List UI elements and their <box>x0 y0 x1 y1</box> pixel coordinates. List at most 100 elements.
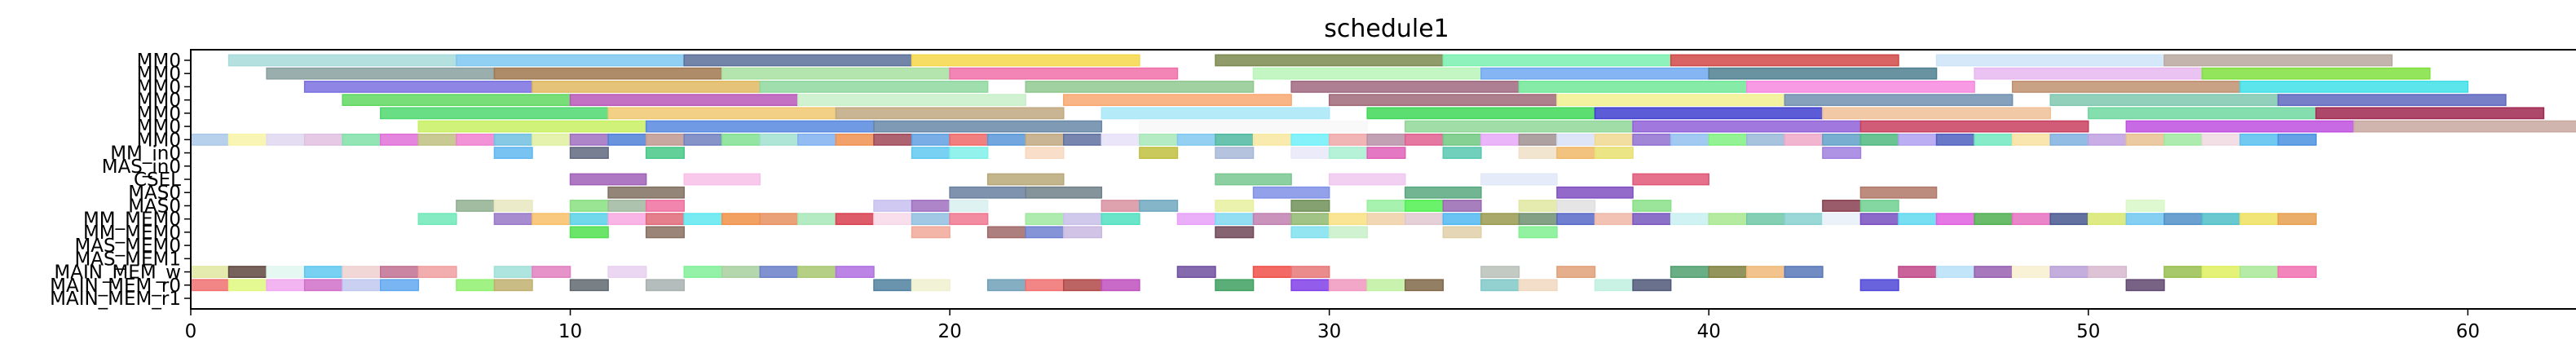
task-bar-row12-38 <box>1974 213 2014 226</box>
task-bar-row1-0 <box>266 67 496 80</box>
task-bar-row17-13 <box>1025 279 1065 292</box>
task-bar-row12-30 <box>1670 213 1709 226</box>
task-bar-row17-26 <box>2125 279 2165 292</box>
task-bar-row6-13 <box>683 133 723 146</box>
task-bar-row16-4 <box>342 266 382 278</box>
task-bar-row11-14 <box>1442 200 1482 212</box>
task-bar-row6-7 <box>456 133 496 146</box>
task-bar-row4-0 <box>380 107 609 120</box>
task-bar-row11-4 <box>645 200 685 212</box>
task-bar-row17-12 <box>986 279 1026 292</box>
task-bar-row13-6 <box>1215 226 1255 239</box>
task-bar-row16-26 <box>1974 266 2014 278</box>
task-bar-row1-1 <box>493 67 723 80</box>
task-bar-row4-7 <box>2088 107 2317 120</box>
task-bar-row11-1 <box>493 200 533 212</box>
task-bar-row11-10 <box>1215 200 1255 212</box>
task-bar-row12-31 <box>1708 213 1748 226</box>
task-bar-row12-25 <box>1480 213 1520 226</box>
task-bar-row9-5 <box>1480 173 1558 186</box>
task-bar-row12-15 <box>1063 213 1103 226</box>
task-bar-row1-7 <box>1974 67 2203 80</box>
task-bar-row0-1 <box>456 54 685 67</box>
task-bar-row16-1 <box>227 266 267 278</box>
task-bar-row11-3 <box>607 200 647 212</box>
row-label: MM_MEM0 <box>83 209 181 231</box>
task-bar-row0-8 <box>2164 54 2393 67</box>
task-bar-row12-21 <box>1328 213 1368 226</box>
task-bar-row5-4 <box>1405 120 1634 133</box>
task-bar-row3-1 <box>569 94 799 107</box>
task-bar-row16-10 <box>683 266 723 278</box>
task-bars <box>190 54 2576 292</box>
task-bar-row11-11 <box>1290 200 1330 212</box>
task-bar-row11-18 <box>1822 200 1862 212</box>
task-bar-row6-54 <box>2239 133 2279 146</box>
x-tick-label: 10 <box>558 321 582 342</box>
task-bar-row3-6 <box>1784 94 2014 107</box>
task-bar-row6-15 <box>759 133 799 146</box>
task-bar-row6-22 <box>1025 133 1065 146</box>
task-bar-row16-12 <box>759 266 799 278</box>
task-bar-row10-6 <box>1859 186 1938 199</box>
task-bar-row6-48 <box>2011 133 2051 146</box>
row-label: MM0 <box>137 64 181 85</box>
task-bar-row16-16 <box>1252 266 1292 278</box>
task-bar-row11-8 <box>1101 200 1140 212</box>
task-bar-row10-0 <box>607 186 685 199</box>
task-bar-row11-16 <box>1556 200 1596 212</box>
task-bar-row6-11 <box>607 133 647 146</box>
task-bar-row12-37 <box>1935 213 1975 226</box>
task-bar-row13-3 <box>986 226 1026 239</box>
task-bar-row6-49 <box>2049 133 2089 146</box>
task-bar-row6-1 <box>227 133 267 146</box>
task-bar-row10-5 <box>1556 186 1634 199</box>
task-bar-row6-29 <box>1290 133 1330 146</box>
task-bar-row2-8 <box>2239 81 2469 93</box>
task-bar-row12-12 <box>911 213 951 226</box>
task-bar-row16-5 <box>380 266 420 278</box>
task-bar-row7-8 <box>1290 147 1330 159</box>
task-bar-row2-7 <box>2011 81 2241 93</box>
task-bar-row11-2 <box>569 200 609 212</box>
task-bar-row12-41 <box>2088 213 2128 226</box>
task-bar-row12-9 <box>797 213 837 226</box>
task-bar-row16-13 <box>797 266 837 278</box>
task-bar-row16-0 <box>190 266 230 278</box>
task-bar-row7-6 <box>1139 147 1179 159</box>
task-bar-row7-13 <box>1556 147 1596 159</box>
row-label: MAIN_MEM_w <box>54 262 181 284</box>
row-labels: MM0MM0MM0MM0MM0MM0MM0MM_in0MAS_in0CSELMA… <box>50 51 191 310</box>
task-bar-row6-51 <box>2125 133 2165 146</box>
task-bar-row6-9 <box>532 133 571 146</box>
task-bar-row9-1 <box>683 173 761 186</box>
task-bar-row6-4 <box>342 133 382 146</box>
task-bar-row11-19 <box>1859 200 1899 212</box>
task-bar-row4-4 <box>1366 107 1596 120</box>
task-bar-row17-18 <box>1328 279 1368 292</box>
row-label: MM0 <box>137 104 181 125</box>
task-bar-row12-36 <box>1898 213 1938 226</box>
task-bar-row7-11 <box>1442 147 1482 159</box>
task-bar-row16-32 <box>2239 266 2279 278</box>
task-bar-row12-20 <box>1290 213 1330 226</box>
task-bar-row3-2 <box>797 94 1026 107</box>
task-bar-row5-3 <box>1139 120 1368 133</box>
task-bar-row17-8 <box>569 279 609 292</box>
task-bar-row3-5 <box>1556 94 1786 107</box>
row-label: MAIN_MEM_r1 <box>50 289 181 310</box>
task-bar-row11-12 <box>1366 200 1406 212</box>
task-bar-row6-42 <box>1784 133 1824 146</box>
task-bar-row6-27 <box>1215 133 1255 146</box>
task-bar-row3-8 <box>2277 94 2507 107</box>
task-bar-row17-24 <box>1632 279 1672 292</box>
row-label: MAS0 <box>128 183 181 204</box>
task-bar-row7-9 <box>1328 147 1368 159</box>
task-bar-row2-3 <box>1025 81 1255 93</box>
task-bar-row2-4 <box>1290 81 1520 93</box>
task-bar-row2-6 <box>1746 81 1975 93</box>
task-bar-row17-0 <box>190 279 230 292</box>
task-bar-row6-28 <box>1252 133 1292 146</box>
task-bar-row5-2 <box>873 120 1103 133</box>
task-bar-row6-35 <box>1518 133 1558 146</box>
